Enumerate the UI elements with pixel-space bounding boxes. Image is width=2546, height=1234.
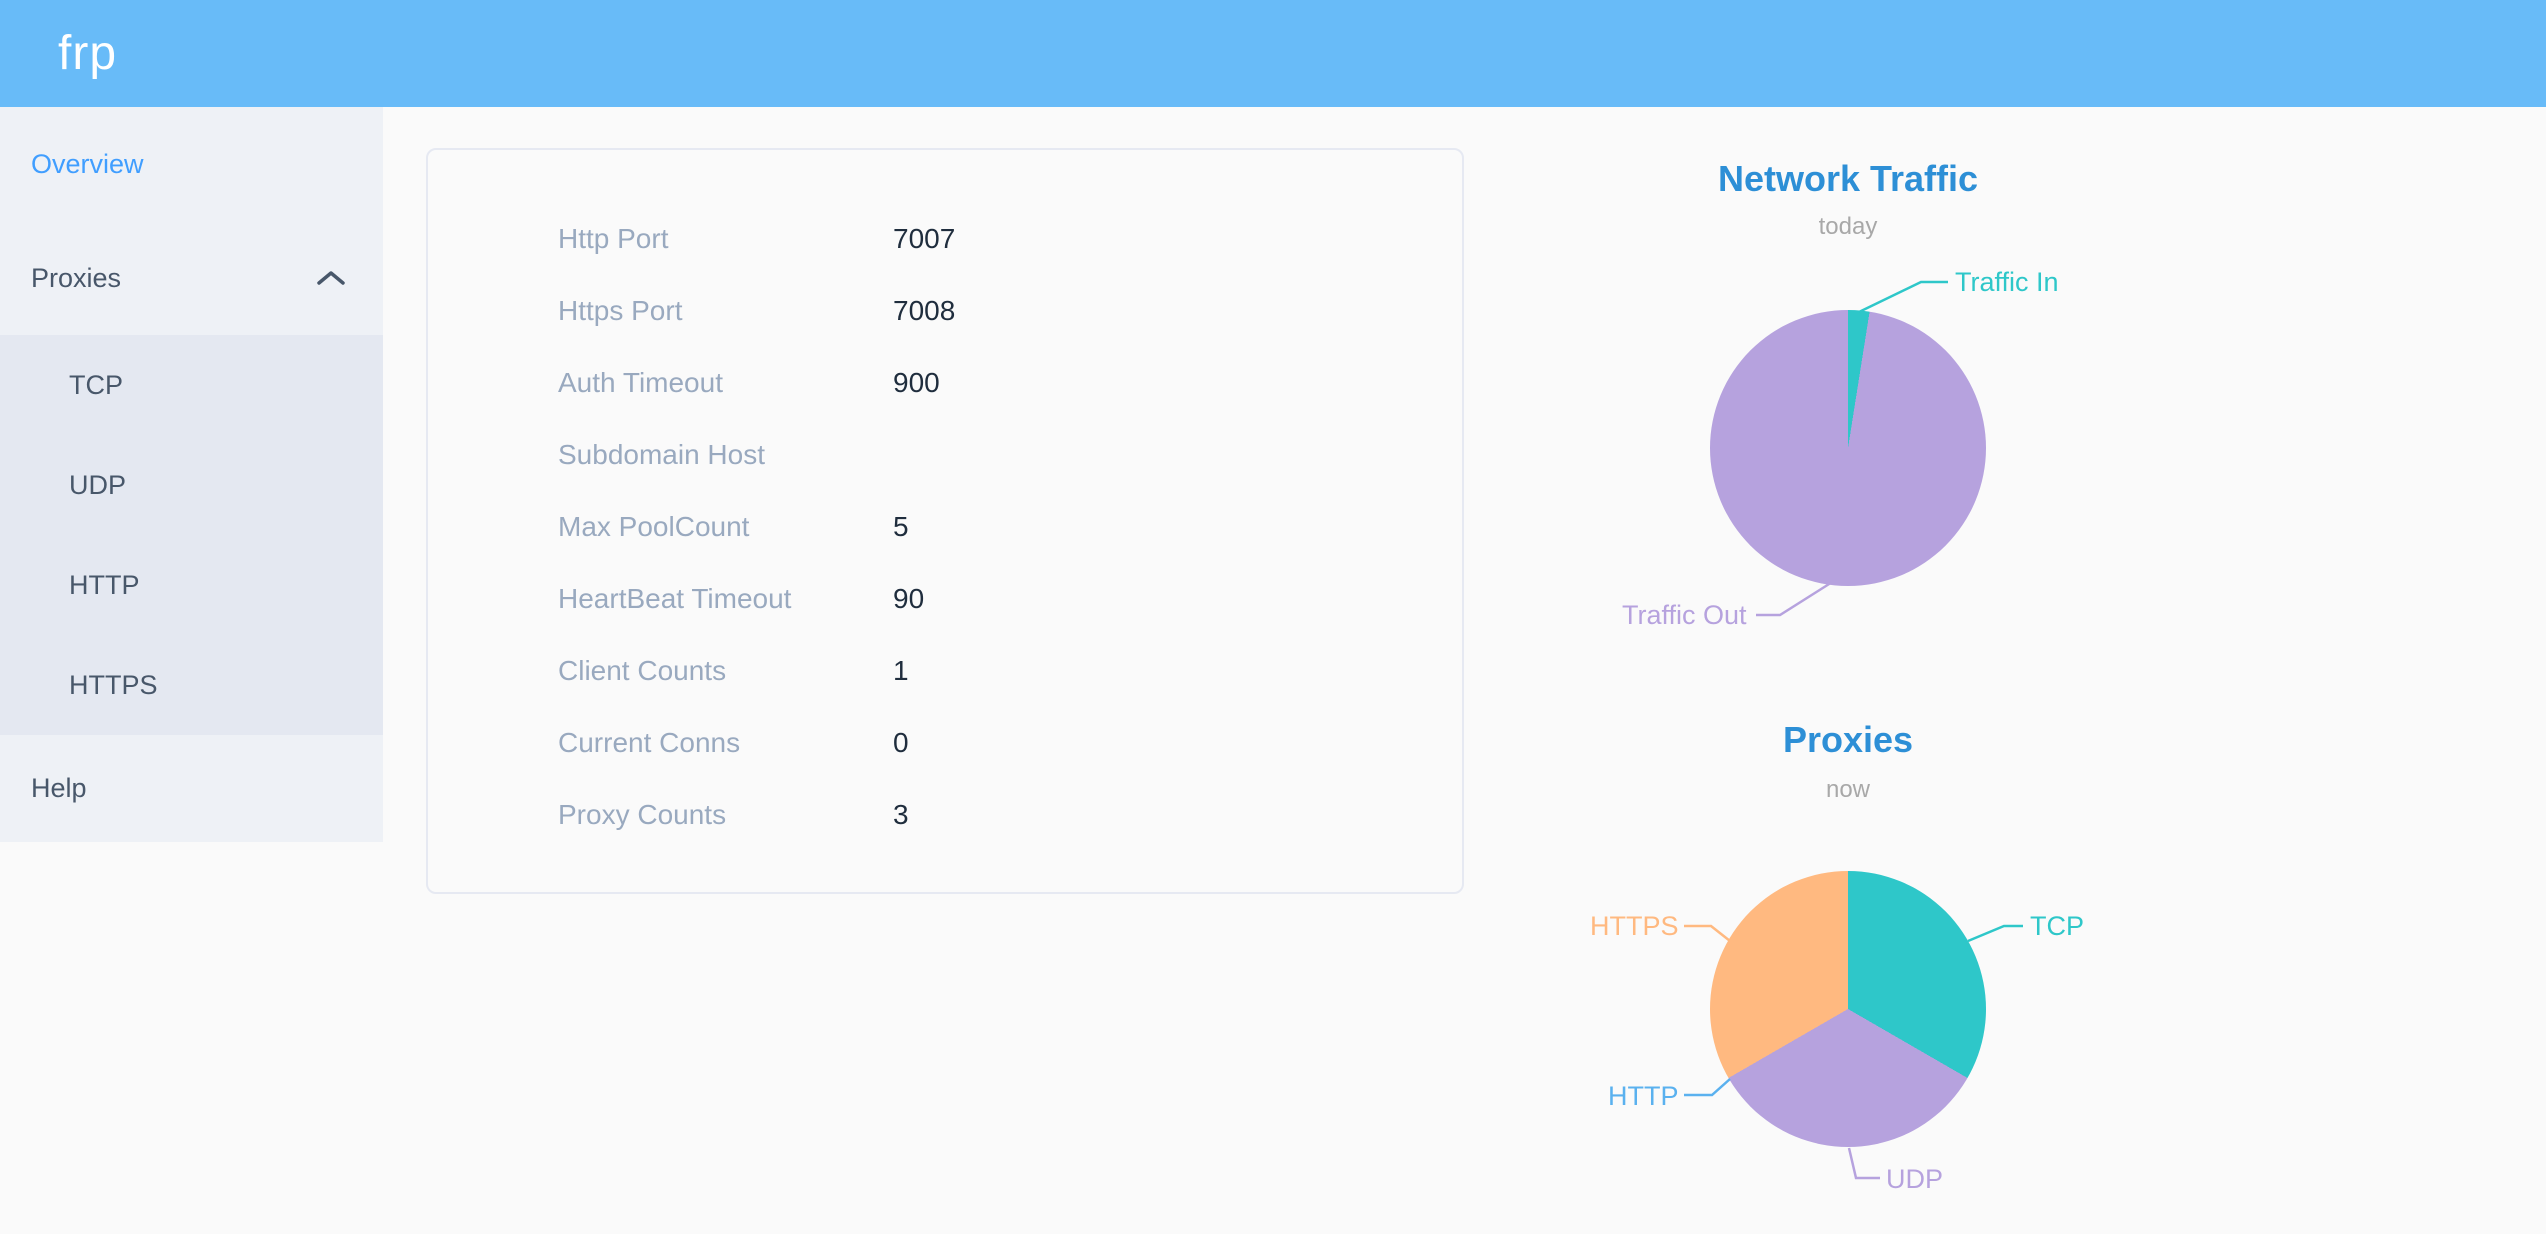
leader-line-traffic-in — [1858, 280, 1948, 314]
info-row-auth-timeout: Auth Timeout 900 — [428, 347, 1462, 419]
network-traffic-chart-title: Network Traffic — [1717, 158, 1979, 199]
info-label: Https Port — [558, 295, 683, 326]
info-label: Max PoolCount — [558, 511, 750, 542]
info-label: Subdomain Host — [558, 439, 766, 470]
chevron-up-icon — [317, 271, 345, 285]
sidebar-item-https[interactable]: HTTPS — [0, 635, 383, 735]
network-traffic-pie-chart[interactable] — [1710, 310, 1986, 586]
network-traffic-chart-subtitle: today — [1818, 213, 1878, 240]
sidebar-item-http[interactable]: HTTP — [0, 535, 383, 635]
sidebar-item-proxies-label: Proxies — [31, 262, 122, 293]
sidebar-item-udp[interactable]: UDP — [0, 435, 383, 535]
info-value: 1 — [893, 655, 909, 686]
app-header: frp — [0, 0, 2546, 107]
info-row-heartbeat-timeout: HeartBeat Timeout 90 — [428, 563, 1462, 635]
info-label: Http Port — [558, 223, 669, 254]
sidebar-item-http-label: HTTP — [69, 569, 140, 600]
info-value: 90 — [893, 583, 925, 614]
server-info-card: Http Port 7007 Https Port 7008 Auth Time… — [426, 148, 1464, 894]
info-value: 7008 — [893, 295, 956, 326]
info-label: Client Counts — [558, 655, 727, 686]
leader-line-https — [1684, 924, 1731, 942]
proxies-pie-chart[interactable] — [1710, 871, 1986, 1147]
info-row-current-conns: Current Conns 0 — [428, 707, 1462, 779]
pie-label-traffic-out: Traffic Out — [1622, 600, 1747, 630]
proxies-chart-subtitle: now — [1825, 776, 1871, 803]
sidebar-item-overview[interactable]: Overview — [0, 107, 383, 221]
leader-line-tcp — [1967, 924, 2023, 943]
info-row-https-port: Https Port 7008 — [428, 275, 1462, 347]
sidebar-item-help-label: Help — [31, 773, 87, 803]
info-value: 5 — [893, 511, 909, 542]
sidebar-item-udp-label: UDP — [69, 469, 127, 500]
info-value: 7007 — [893, 223, 956, 254]
info-row-client-counts: Client Counts 1 — [428, 635, 1462, 707]
info-label: Current Conns — [558, 727, 741, 758]
sidebar: Overview Proxies TCP UDP HTTP HTTPS Help — [0, 107, 383, 842]
leader-line-traffic-out — [1756, 577, 1838, 617]
sidebar-item-overview-label: Overview — [31, 148, 144, 179]
sidebar-item-https-label: HTTPS — [69, 669, 158, 700]
sidebar-item-tcp[interactable]: TCP — [0, 335, 383, 435]
info-label: HeartBeat Timeout — [558, 583, 792, 614]
leader-line-udp — [1847, 1147, 1880, 1180]
pie-label-https: HTTPS — [1590, 911, 1679, 941]
pie-label-traffic-in: Traffic In — [1955, 267, 2059, 297]
info-row-max-poolcount: Max PoolCount 5 — [428, 491, 1462, 563]
app-logo: frp — [58, 27, 118, 80]
info-value: 900 — [893, 367, 940, 398]
info-row-proxy-counts: Proxy Counts 3 — [428, 779, 1462, 851]
leader-line-http — [1684, 1078, 1731, 1097]
info-value: 0 — [893, 727, 909, 758]
sidebar-proxies-submenu: TCP UDP HTTP HTTPS — [0, 335, 383, 735]
info-value: 3 — [893, 799, 909, 830]
sidebar-item-proxies[interactable]: Proxies — [0, 221, 383, 335]
sidebar-item-tcp-label: TCP — [69, 369, 123, 400]
info-row-subdomain-host: Subdomain Host — [428, 419, 1462, 491]
pie-label-tcp: TCP — [2030, 911, 2084, 941]
pie-label-udp: UDP — [1886, 1164, 1944, 1194]
sidebar-item-help[interactable]: Help — [0, 735, 383, 842]
info-row-http-port: Http Port 7007 — [428, 203, 1462, 275]
pie-label-http: HTTP — [1608, 1081, 1679, 1111]
info-label: Proxy Counts — [558, 799, 727, 830]
proxies-chart-title: Proxies — [1782, 719, 1914, 760]
info-label: Auth Timeout — [558, 367, 723, 398]
